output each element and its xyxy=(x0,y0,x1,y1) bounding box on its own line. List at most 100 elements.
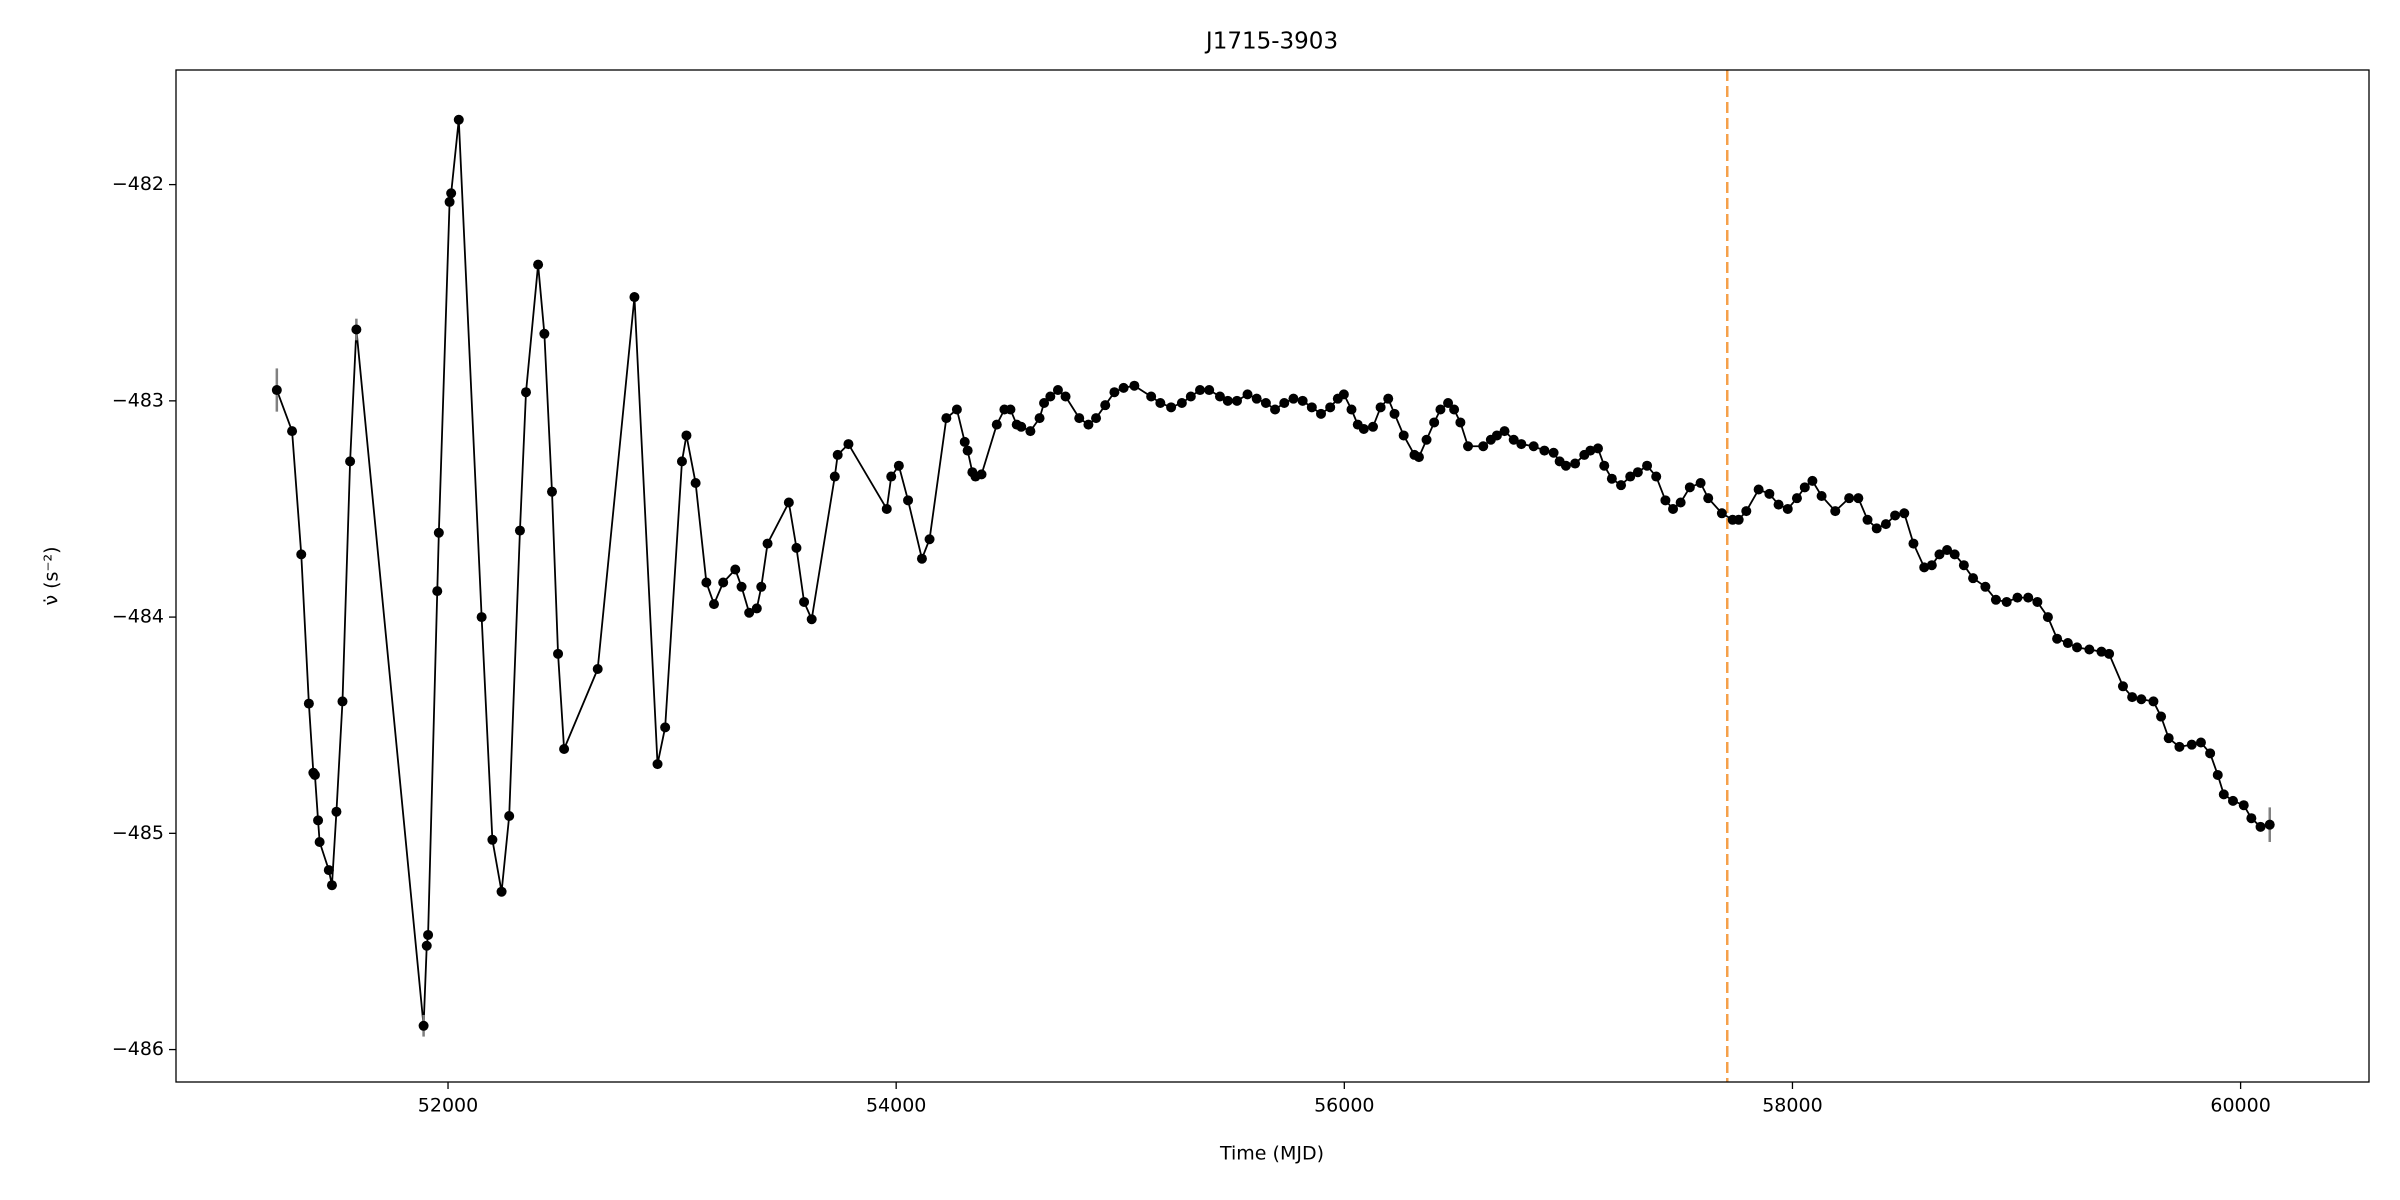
data-point xyxy=(287,426,298,437)
data-point xyxy=(962,445,973,456)
data-point xyxy=(1443,398,1454,409)
data-point xyxy=(1934,549,1945,560)
data-point xyxy=(783,497,794,508)
x-axis-label: Time (MJD) xyxy=(1219,1143,1324,1165)
data-point xyxy=(1338,389,1349,400)
data-point xyxy=(1279,398,1290,409)
y-tick-label: −484 xyxy=(112,606,164,628)
data-point xyxy=(1398,430,1409,441)
data-point xyxy=(421,940,432,951)
data-point xyxy=(521,387,532,398)
data-point xyxy=(1753,484,1764,495)
y-tick-label: −482 xyxy=(112,173,164,195)
data-point xyxy=(1830,506,1841,517)
data-point xyxy=(546,486,557,497)
data-point xyxy=(1816,490,1827,501)
data-point xyxy=(1548,447,1559,458)
data-point xyxy=(1570,458,1581,469)
data-point xyxy=(1703,493,1714,504)
data-point xyxy=(1782,503,1793,514)
data-point xyxy=(708,599,719,610)
data-point xyxy=(652,759,663,770)
data-point xyxy=(271,385,282,396)
data-point xyxy=(991,419,1002,430)
data-point xyxy=(592,663,603,674)
data-point xyxy=(1695,478,1706,489)
data-point xyxy=(903,495,914,506)
data-point xyxy=(1091,413,1102,424)
data-point xyxy=(1288,393,1299,404)
data-point xyxy=(881,503,892,514)
data-point xyxy=(504,811,515,822)
data-point xyxy=(539,328,550,339)
data-point xyxy=(1016,421,1027,432)
data-point xyxy=(681,430,692,441)
data-point xyxy=(1675,497,1686,508)
data-point xyxy=(1074,413,1085,424)
data-point xyxy=(1491,430,1502,441)
data-point xyxy=(1389,408,1400,419)
data-point xyxy=(959,436,970,447)
data-point xyxy=(676,456,687,467)
data-point xyxy=(2205,748,2216,759)
data-point xyxy=(1616,480,1627,491)
data-point xyxy=(446,188,457,199)
data-point xyxy=(1668,503,1679,514)
data-point xyxy=(476,612,487,623)
y-tick-label: −485 xyxy=(112,822,164,844)
data-point xyxy=(1449,404,1460,415)
data-point xyxy=(2096,646,2107,657)
data-point xyxy=(1625,471,1636,482)
data-point xyxy=(423,929,434,940)
data-point xyxy=(1499,426,1510,437)
data-point xyxy=(1242,389,1253,400)
data-point xyxy=(2156,711,2167,722)
data-point xyxy=(2136,694,2147,705)
data-point xyxy=(1270,404,1281,415)
data-point xyxy=(1899,508,1910,519)
data-point xyxy=(1260,398,1271,409)
data-point xyxy=(1204,385,1215,396)
data-point xyxy=(1052,385,1063,396)
data-point xyxy=(1251,393,1262,404)
data-point xyxy=(345,456,356,467)
data-point xyxy=(533,259,544,270)
data-point xyxy=(1764,488,1775,499)
data-point xyxy=(1146,391,1157,402)
data-point xyxy=(323,865,334,876)
data-point xyxy=(941,413,952,424)
data-point xyxy=(303,698,314,709)
data-point xyxy=(2246,813,2257,824)
data-point xyxy=(1716,508,1727,519)
data-point xyxy=(418,1020,429,1031)
y-axis-label: ν̇ (s⁻²) xyxy=(41,546,63,605)
data-point xyxy=(843,439,854,450)
data-point xyxy=(1039,398,1050,409)
data-point xyxy=(326,880,337,891)
data-point xyxy=(1990,594,2001,605)
data-point xyxy=(1773,499,1784,510)
x-tick-label: 56000 xyxy=(1314,1095,1374,1117)
data-point xyxy=(1651,471,1662,482)
data-point xyxy=(1383,393,1394,404)
data-point xyxy=(1560,460,1571,471)
data-point xyxy=(313,815,324,826)
data-point xyxy=(1325,402,1336,413)
data-point xyxy=(1862,514,1873,525)
data-point xyxy=(1358,423,1369,434)
data-point xyxy=(924,534,935,545)
data-point xyxy=(1880,519,1891,530)
data-point xyxy=(893,460,904,471)
data-point xyxy=(976,469,987,480)
data-point xyxy=(1949,549,1960,560)
data-point xyxy=(1109,387,1120,398)
data-point xyxy=(296,549,307,560)
data-point xyxy=(2255,821,2266,832)
data-point xyxy=(2218,789,2229,800)
data-point xyxy=(1083,419,1094,430)
data-point xyxy=(1585,445,1596,456)
data-point xyxy=(453,114,464,125)
data-point xyxy=(314,836,325,847)
data-point xyxy=(1231,395,1242,406)
